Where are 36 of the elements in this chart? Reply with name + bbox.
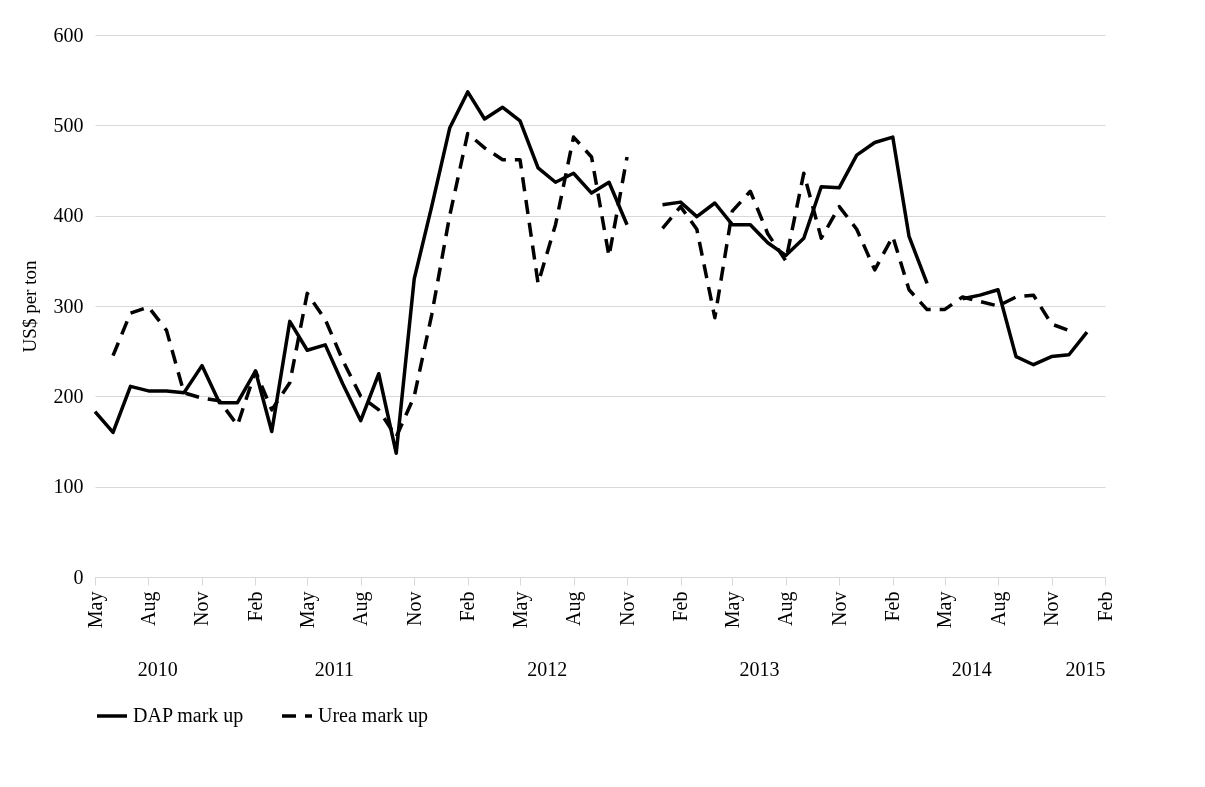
- x-tick-label: Nov: [615, 591, 638, 626]
- x-tick-label: Nov: [190, 591, 213, 626]
- y-tick-label: 500: [53, 113, 84, 136]
- x2-tick-label: 2012: [527, 657, 568, 680]
- x-tick-label: Feb: [1093, 591, 1116, 622]
- x-tick-label: Feb: [456, 591, 479, 622]
- x-tick-label: Feb: [243, 591, 266, 622]
- x-tick-label: Aug: [136, 591, 160, 626]
- x-tick-label: Aug: [562, 591, 586, 626]
- x-tick-label: Nov: [827, 591, 850, 626]
- x-tick-label: May: [508, 591, 532, 629]
- y-tick-label: 100: [53, 475, 84, 498]
- x-tick-label: Aug: [986, 591, 1010, 626]
- x-tick-label: Aug: [774, 591, 798, 626]
- x-tick-label: Feb: [669, 591, 692, 622]
- x-tick-label: Nov: [1040, 591, 1063, 626]
- x-tick-label: May: [83, 591, 107, 629]
- x2-tick-label: 2010: [137, 657, 178, 680]
- y-tick-label: 0: [73, 565, 84, 588]
- legend-label: Urea mark up: [318, 704, 428, 727]
- y-tick-label: 600: [53, 23, 84, 46]
- y-axis-title: US$ per ton: [18, 260, 40, 353]
- x2-tick-label: 2011: [314, 657, 355, 680]
- x2-tick-label: 2013: [739, 657, 780, 680]
- y-tick-label: 200: [53, 384, 84, 407]
- y-tick-label: 300: [53, 294, 84, 317]
- x-tick-label: Nov: [402, 591, 425, 626]
- x-tick-label: May: [933, 591, 957, 629]
- x-tick-label: Feb: [881, 591, 904, 622]
- x-tick-label: May: [295, 591, 319, 629]
- x-tick-label: May: [720, 591, 744, 629]
- x-tick-label: Aug: [349, 591, 373, 626]
- legend-label: DAP mark up: [133, 704, 244, 727]
- x2-tick-label: 2014: [951, 657, 992, 680]
- y-tick-label: 400: [53, 204, 84, 227]
- x2-tick-label: 2015: [1065, 657, 1106, 680]
